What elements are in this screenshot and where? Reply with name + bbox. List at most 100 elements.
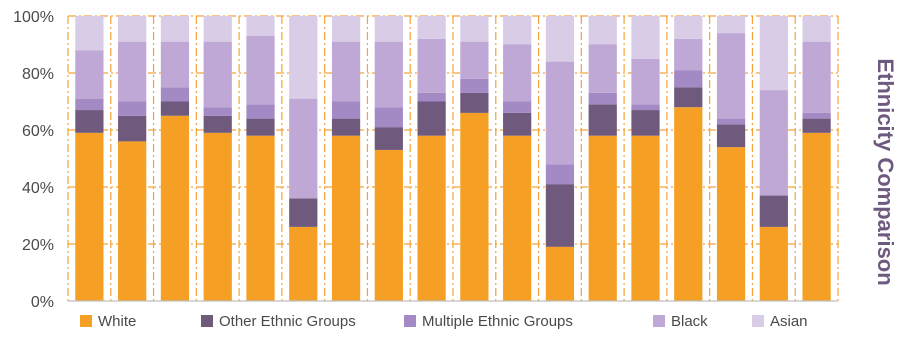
bar-segment-multiple-ethnic-groups: [588, 92, 617, 105]
bar-segment-asian: [716, 16, 746, 34]
bar-segment-other-ethnic-groups: [203, 115, 232, 133]
y-tick-label: 80%: [22, 66, 54, 83]
bar-segment-white: [374, 149, 403, 301]
bar-segment-other-ethnic-groups: [246, 118, 275, 136]
legend-label: Other Ethnic Groups: [219, 313, 356, 330]
bar-segment-black: [503, 44, 532, 102]
bar-segment-other-ethnic-groups: [674, 87, 703, 108]
bar-segment-black: [289, 98, 318, 199]
bar-segment-other-ethnic-groups: [118, 115, 147, 142]
bar-segment-asian: [374, 16, 403, 42]
legend-swatch: [404, 315, 416, 327]
bar-segment-asian: [503, 16, 532, 45]
y-tick-label: 0%: [31, 294, 54, 311]
y-tick-label: 60%: [22, 123, 54, 140]
bar-segment-black: [545, 61, 575, 165]
bar-segment-black: [631, 58, 660, 105]
bars-layer: [75, 16, 831, 302]
bar-segment-multiple-ethnic-groups: [118, 101, 147, 116]
bar-segment-white: [631, 135, 660, 301]
bar-segment-black: [118, 41, 147, 102]
bar-segment-multiple-ethnic-groups: [503, 101, 532, 113]
bar-segment-white: [588, 135, 617, 301]
bar-segment-black: [802, 41, 831, 113]
legend-label: White: [98, 313, 136, 330]
bar-segment-black: [417, 38, 446, 93]
bar-segment-white: [674, 107, 703, 301]
bar-segment-asian: [246, 16, 275, 36]
bar-segment-other-ethnic-groups: [631, 110, 660, 136]
bar-segment-asian: [460, 16, 489, 42]
legend-label: Black: [671, 313, 708, 330]
bar-segment-white: [417, 135, 446, 301]
bar-segment-asian: [631, 16, 660, 59]
axis-layer: 0% 20% 40% 60% 80% 100%: [13, 9, 838, 311]
bar-segment-black: [374, 41, 403, 108]
bar-segment-white: [331, 135, 361, 301]
bar-segment-black: [588, 44, 617, 93]
bar-segment-multiple-ethnic-groups: [674, 70, 703, 88]
bar-segment-multiple-ethnic-groups: [75, 98, 104, 111]
bar-segment-white: [75, 132, 104, 301]
bar-segment-white: [759, 226, 788, 301]
bar-segment-multiple-ethnic-groups: [246, 104, 275, 119]
bar-segment-black: [674, 38, 703, 71]
bar-segment-asian: [417, 16, 446, 39]
bar-segment-other-ethnic-groups: [417, 101, 446, 136]
bar-segment-black: [203, 41, 232, 108]
bar-segment-asian: [75, 16, 104, 51]
bar-segment-white: [802, 132, 831, 301]
bar-segment-black: [716, 33, 746, 119]
bar-segment-white: [460, 112, 489, 302]
bar-segment-other-ethnic-groups: [75, 110, 104, 133]
bar-segment-multiple-ethnic-groups: [631, 104, 660, 111]
bar-segment-other-ethnic-groups: [503, 112, 532, 136]
legend-label: Multiple Ethnic Groups: [422, 313, 573, 330]
bar-segment-other-ethnic-groups: [289, 198, 318, 227]
bar-segment-multiple-ethnic-groups: [374, 107, 403, 128]
bar-segment-white: [246, 135, 275, 301]
chart-title: Ethnicity Comparison: [873, 58, 898, 285]
legend-swatch: [80, 315, 92, 327]
bar-segment-multiple-ethnic-groups: [460, 78, 489, 93]
legend: White Other Ethnic Groups Multiple Ethnic …: [80, 313, 808, 330]
bar-segment-multiple-ethnic-groups: [160, 87, 190, 102]
bar-segment-white: [289, 226, 318, 301]
bar-segment-asian: [203, 16, 232, 42]
bar-segment-black: [246, 35, 275, 105]
bar-segment-multiple-ethnic-groups: [203, 107, 232, 116]
legend-swatch: [752, 315, 764, 327]
bar-segment-asian: [674, 16, 703, 39]
legend-swatch: [201, 315, 213, 327]
bar-segment-asian: [289, 16, 318, 99]
y-tick-label: 40%: [22, 180, 54, 197]
bar-segment-black: [75, 50, 104, 99]
bar-segment-white: [716, 147, 746, 301]
bar-segment-other-ethnic-groups: [545, 184, 575, 247]
bar-segment-black: [759, 90, 788, 196]
bar-segment-other-ethnic-groups: [802, 118, 831, 133]
bar-segment-white: [503, 135, 532, 301]
bar-segment-multiple-ethnic-groups: [331, 101, 361, 119]
bar-segment-white: [203, 132, 232, 301]
bar-segment-other-ethnic-groups: [460, 92, 489, 113]
bar-segment-other-ethnic-groups: [759, 195, 788, 227]
grid-layer: [67, 15, 839, 301]
bar-segment-black: [160, 41, 190, 88]
bar-segment-asian: [588, 16, 617, 45]
bar-segment-other-ethnic-groups: [331, 118, 361, 136]
bar-segment-asian: [331, 16, 361, 42]
bar-segment-asian: [545, 16, 575, 62]
y-tick-label: 100%: [13, 9, 54, 26]
bar-segment-asian: [759, 16, 788, 91]
bar-segment-white: [118, 141, 147, 301]
bar-segment-multiple-ethnic-groups: [417, 92, 446, 102]
bar-segment-white: [160, 115, 190, 301]
legend-label: Asian: [770, 313, 808, 330]
y-tick-label: 20%: [22, 237, 54, 254]
bar-segment-other-ethnic-groups: [588, 104, 617, 136]
bar-segment-asian: [118, 16, 147, 42]
bar-segment-white: [545, 246, 575, 301]
